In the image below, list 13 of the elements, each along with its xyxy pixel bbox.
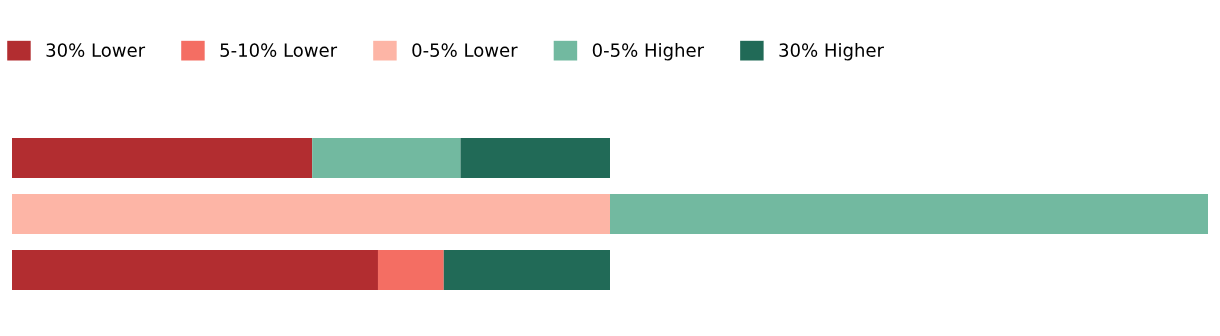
bar bbox=[312, 138, 461, 178]
legend-label: 30% Lower bbox=[46, 43, 146, 57]
legend-label: 30% Higher bbox=[779, 42, 884, 61]
bar bbox=[12, 250, 378, 290]
bar bbox=[12, 194, 610, 234]
bar bbox=[610, 194, 1208, 234]
bar bbox=[460, 138, 610, 178]
legend-label: 0-5% Lower bbox=[412, 43, 518, 57]
bar bbox=[443, 250, 610, 290]
bar bbox=[12, 138, 313, 178]
bar bbox=[377, 250, 444, 290]
legend-label: 5-10% Lower bbox=[220, 43, 338, 57]
legend-label: 0-5% Higher bbox=[592, 42, 705, 61]
